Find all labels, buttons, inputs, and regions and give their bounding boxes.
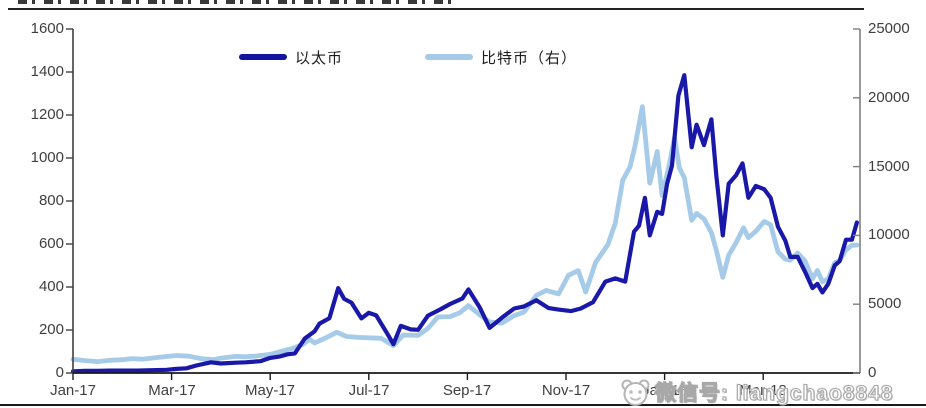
x-axis-tick-label: Jul-17 bbox=[348, 382, 390, 399]
clipped-title-fragments bbox=[18, 0, 456, 4]
x-axis-tick-label: Sep-17 bbox=[442, 382, 492, 399]
left-axis-tick-label: 200 bbox=[38, 321, 64, 338]
x-axis-tick-label: Nov-17 bbox=[541, 382, 591, 399]
right-axis-tick-label: 15000 bbox=[868, 158, 910, 175]
left-axis-tick-label: 0 bbox=[55, 364, 64, 381]
left-axis-tick-label: 1000 bbox=[30, 149, 64, 166]
legend-label-bitcoin: 比特币（右） bbox=[481, 50, 578, 67]
left-axis-tick-label: 400 bbox=[38, 278, 64, 295]
left-axis-tick-label: 1600 bbox=[30, 20, 64, 37]
left-axis-tick-label: 800 bbox=[38, 192, 64, 209]
x-axis-tick-label: Jan-18 bbox=[642, 382, 688, 399]
right-axis-tick-label: 25000 bbox=[868, 20, 910, 37]
x-axis-tick-label: Mar-17 bbox=[148, 382, 196, 399]
watermark-text: 微信号: liangchao8848 bbox=[654, 381, 894, 405]
figure-bottom-rule bbox=[0, 404, 926, 406]
right-axis-tick-label: 5000 bbox=[868, 295, 902, 312]
right-axis-tick-label: 20000 bbox=[868, 89, 910, 106]
left-axis-tick-label: 1400 bbox=[30, 63, 64, 80]
right-axis-tick-label: 10000 bbox=[868, 226, 910, 243]
right-axis-tick-label: 0 bbox=[868, 364, 877, 381]
ethereum-price-line bbox=[70, 73, 860, 374]
panda-face-icon bbox=[621, 379, 650, 406]
bitcoin-line-swatch bbox=[425, 54, 473, 60]
bitcoin-price-line bbox=[70, 104, 860, 365]
legend-label-ethereum: 以太币 bbox=[295, 50, 344, 67]
left-axis-tick-label: 1200 bbox=[30, 106, 64, 123]
x-axis-tick-label: May-17 bbox=[244, 382, 296, 399]
left-axis-tick-label: 600 bbox=[38, 235, 64, 252]
watermark: 微信号: liangchao8848 bbox=[618, 376, 894, 408]
legend-item-ethereum: 以太币 bbox=[239, 48, 344, 67]
legend-item-bitcoin: 比特币（右） bbox=[425, 48, 578, 67]
ethereum-line-swatch bbox=[239, 54, 287, 60]
title-divider bbox=[8, 8, 864, 10]
x-axis-tick-label: Mar-18 bbox=[739, 382, 787, 399]
chart-legend: 以太币 比特币（右） bbox=[0, 48, 926, 68]
x-axis-tick-label: Jan-17 bbox=[50, 382, 96, 399]
